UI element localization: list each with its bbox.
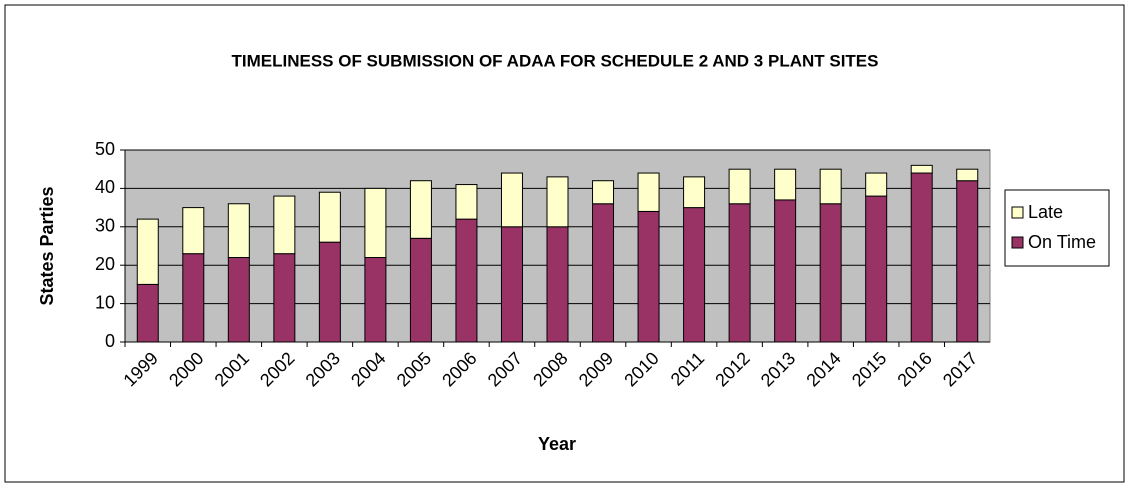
legend-swatch <box>1011 206 1024 219</box>
y-tick-label: 10 <box>95 292 115 312</box>
bar <box>318 191 341 243</box>
bar <box>318 241 341 343</box>
bar <box>819 168 842 205</box>
bar <box>683 176 706 209</box>
bar <box>364 187 387 259</box>
bar <box>546 226 569 343</box>
bar <box>728 203 751 343</box>
bar <box>455 218 478 343</box>
bar <box>182 207 205 255</box>
bar <box>409 180 432 239</box>
bar <box>364 257 387 343</box>
y-axis-label: States Parties <box>37 186 57 305</box>
x-axis-label: Year <box>538 434 576 454</box>
y-tick-label: 0 <box>105 331 115 351</box>
bar <box>409 237 432 343</box>
legend-label: On Time <box>1028 232 1096 252</box>
legend-label: Late <box>1028 202 1063 222</box>
bar <box>637 172 660 212</box>
bar <box>227 257 250 343</box>
chart-title: TIMELINESS OF SUBMISSION OF ADAA FOR SCH… <box>232 51 879 70</box>
bar <box>273 253 296 343</box>
legend <box>1004 189 1110 267</box>
bar <box>865 195 888 343</box>
bar <box>136 283 159 343</box>
bar <box>455 184 478 220</box>
bar <box>865 172 888 197</box>
y-tick-label: 30 <box>95 216 115 236</box>
bar <box>592 180 615 205</box>
y-tick-label: 40 <box>95 177 115 197</box>
bar <box>819 203 842 343</box>
bar <box>910 172 933 343</box>
bar <box>728 168 751 205</box>
bar <box>910 164 933 174</box>
bar <box>774 168 797 201</box>
bar <box>956 168 979 182</box>
bar <box>182 253 205 343</box>
bar <box>227 203 250 259</box>
legend-swatch <box>1011 236 1024 249</box>
bar <box>546 176 569 228</box>
bar <box>637 210 660 343</box>
bar <box>500 226 523 343</box>
bar <box>136 218 159 285</box>
bar <box>683 207 706 343</box>
bar <box>500 172 523 228</box>
y-tick-label: 50 <box>95 139 115 159</box>
y-tick-label: 20 <box>95 254 115 274</box>
bar <box>592 203 615 343</box>
bar <box>956 180 979 343</box>
bar <box>774 199 797 343</box>
bar <box>273 195 296 255</box>
